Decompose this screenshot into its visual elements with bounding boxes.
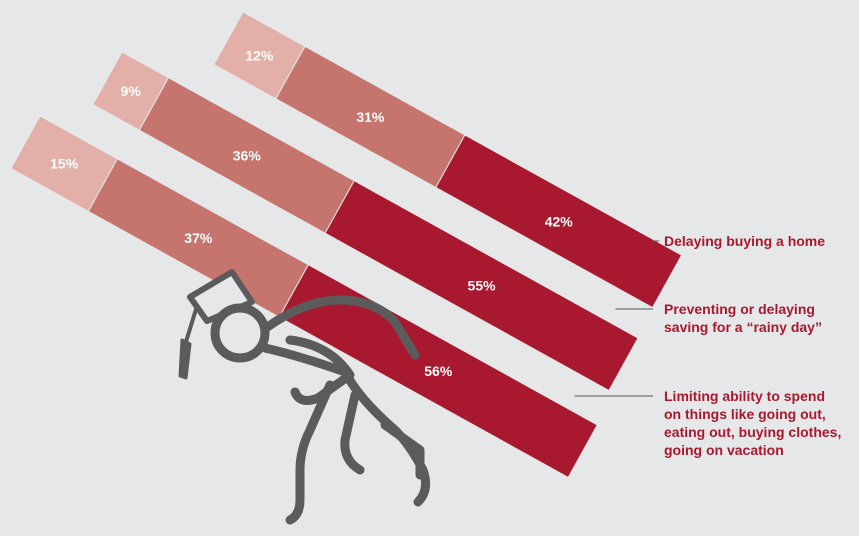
data-label: 37% [184,230,213,246]
data-label: 12% [245,47,274,63]
category-label-line: eating out, buying clothes, [664,424,841,440]
category-label-line: Limiting ability to spend [664,388,825,404]
bar-segment [324,180,639,392]
data-label: 15% [50,156,79,172]
category-label: Limiting ability to spend on things like … [664,388,841,458]
category-labels: Delaying buying a home Preventing or dela… [664,233,841,458]
data-label: 55% [468,278,497,294]
category-label-line: on things like going out, [664,406,826,422]
bar-segment [435,134,683,309]
leader-lines [574,240,660,397]
category-label: Preventing or delaying saving for a “rain… [664,301,822,335]
data-label: 31% [356,109,385,125]
category-label-line: saving for a “rainy day” [664,319,822,335]
category-label-line: going on vacation [664,442,784,458]
data-label: 36% [233,147,262,163]
data-label: 42% [545,213,574,229]
category-label-line: Preventing or delaying [664,301,815,317]
data-label: 56% [424,363,453,379]
category-label-line: Delaying buying a home [664,233,825,249]
category-label: Delaying buying a home [664,233,825,249]
graduate-figure-icon [178,269,431,525]
stacked-bars: 12% 31% 42% 9% 36% 55% 15% 37% 56% [10,11,683,479]
bar-segment [278,264,598,479]
data-label: 9% [121,83,142,99]
